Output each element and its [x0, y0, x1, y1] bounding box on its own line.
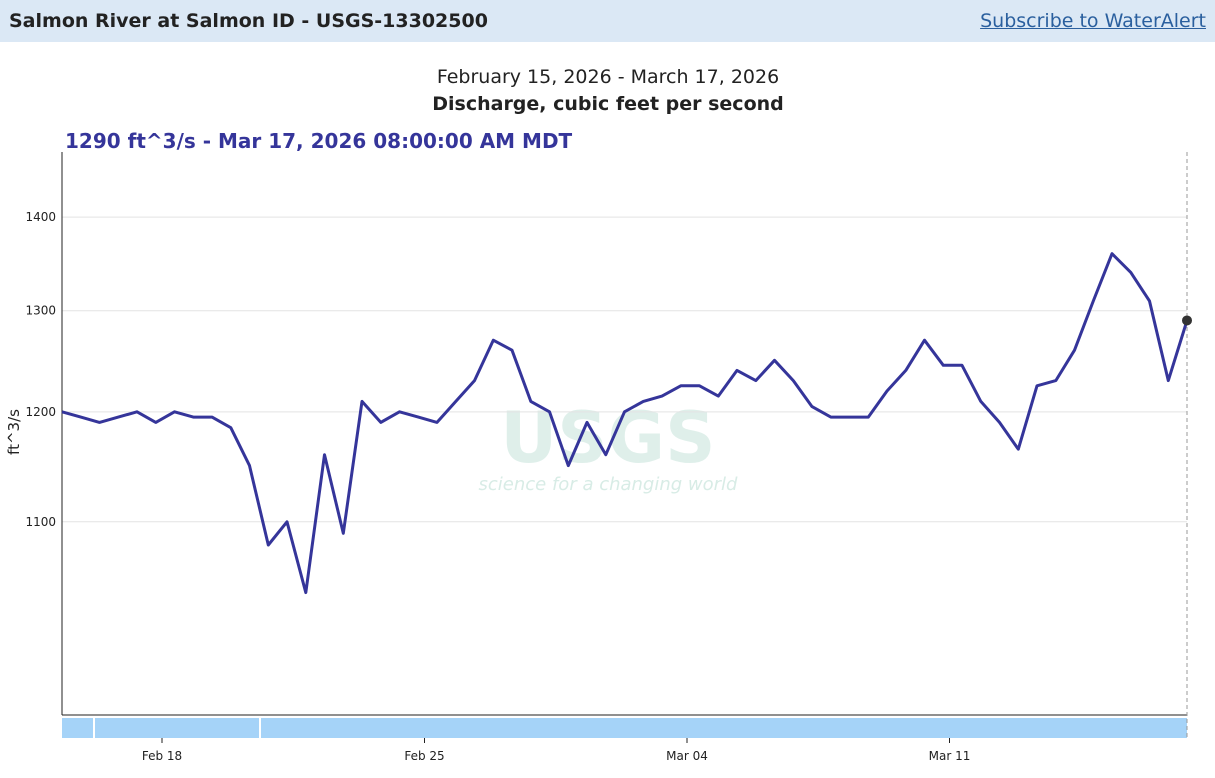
site-title: Salmon River at Salmon ID - USGS-1330250…: [9, 10, 488, 32]
y-axis-label: ft^3/s: [5, 409, 23, 455]
x-tick-label: Feb 18: [142, 749, 182, 763]
readout: 1290 ft^3/s - Mar 17, 2026 08:00:00 AM M…: [65, 129, 573, 153]
subscribe-link[interactable]: Subscribe to WaterAlert: [980, 10, 1206, 32]
cursor-point: [1182, 315, 1192, 326]
y-tick-label: 1300: [25, 304, 56, 318]
watermark-tagline: science for a changing world: [479, 474, 739, 495]
series-line: [61, 252, 1189, 595]
chart-subtitle: February 15, 2026 - March 17, 2026: [437, 66, 779, 88]
watermark-logo: USGS: [500, 397, 715, 479]
y-tick-label: 1100: [25, 515, 56, 529]
x-tick-label: Feb 25: [404, 749, 444, 763]
chart-title: Discharge, cubic feet per second: [432, 93, 784, 115]
y-tick-label: 1400: [25, 210, 56, 224]
brush-bar[interactable]: [62, 718, 1187, 738]
y-tick-label: 1200: [25, 405, 56, 419]
x-tick-label: Mar 11: [929, 749, 971, 763]
x-tick-label: Mar 04: [666, 749, 708, 763]
header-bar: Salmon River at Salmon ID - USGS-1330250…: [0, 0, 1215, 42]
chart: February 15, 2026 - March 17, 2026 Disch…: [5, 66, 1192, 763]
